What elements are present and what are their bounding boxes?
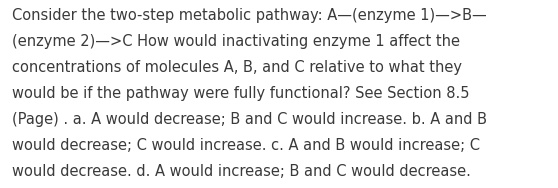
Text: (enzyme 2)—>C How would inactivating enzyme 1 affect the: (enzyme 2)—>C How would inactivating enz… <box>12 34 460 49</box>
Text: Consider the two-step metabolic pathway: A—(enzyme 1)—>B—: Consider the two-step metabolic pathway:… <box>12 8 487 24</box>
Text: (Page) . a. A would decrease; B and C would increase. b. A and B: (Page) . a. A would decrease; B and C wo… <box>12 112 487 127</box>
Text: would decrease. d. A would increase; B and C would decrease.: would decrease. d. A would increase; B a… <box>12 164 471 179</box>
Text: would be if the pathway were fully functional? See Section 8.5: would be if the pathway were fully funct… <box>12 86 470 101</box>
Text: concentrations of molecules A, B, and C relative to what they: concentrations of molecules A, B, and C … <box>12 60 462 75</box>
Text: would decrease; C would increase. c. A and B would increase; C: would decrease; C would increase. c. A a… <box>12 138 480 153</box>
